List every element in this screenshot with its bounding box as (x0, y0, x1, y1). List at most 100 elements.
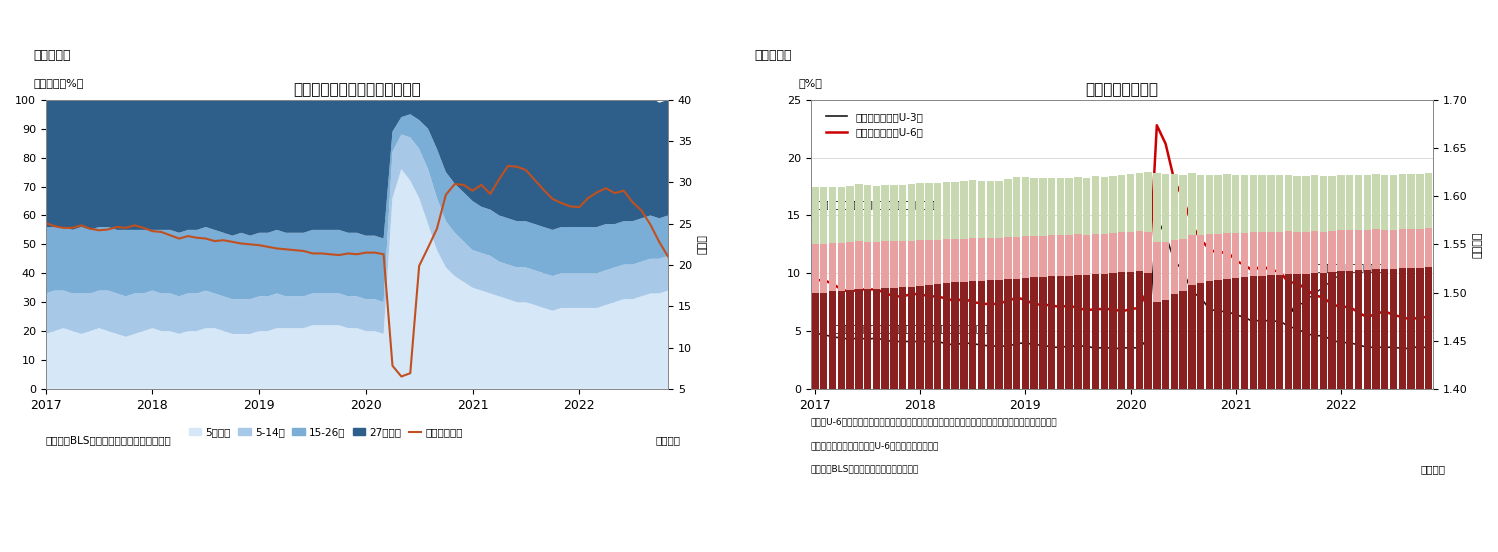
Bar (1276, 232, 1284, 275)
Bar (1276, 275, 1284, 552)
Bar (1101, 177, 1109, 233)
Text: （月次）: （月次） (656, 435, 680, 445)
Bar (1022, 236, 1029, 278)
Bar (987, 237, 995, 280)
Bar (1347, 272, 1353, 552)
Bar (855, 241, 863, 289)
Bar (855, 289, 863, 552)
Bar (1179, 290, 1186, 552)
Bar (864, 242, 872, 289)
Bar (1399, 229, 1407, 268)
Bar (1320, 232, 1327, 273)
Bar (1240, 277, 1248, 552)
Bar (1126, 232, 1134, 272)
Bar (1049, 235, 1056, 276)
Bar (1425, 268, 1432, 552)
Bar (1390, 230, 1398, 269)
Bar (1311, 273, 1318, 552)
Bar (1135, 272, 1143, 552)
Bar (890, 184, 897, 241)
Text: 経済的理由によるパートタイマー（右軸）: 経済的理由によるパートタイマー（右軸） (816, 199, 936, 209)
Bar (942, 238, 950, 283)
Bar (1390, 175, 1398, 230)
Bar (837, 187, 845, 243)
Bar (908, 241, 915, 286)
Bar (1249, 175, 1257, 232)
Bar (1135, 173, 1143, 231)
Bar (812, 245, 819, 293)
Bar (864, 184, 872, 242)
Bar (1101, 233, 1109, 274)
Bar (1031, 236, 1038, 277)
Bar (1004, 179, 1011, 237)
Bar (837, 243, 845, 290)
Bar (995, 181, 1002, 237)
Bar (1206, 281, 1213, 552)
Bar (926, 183, 933, 241)
Bar (1110, 176, 1116, 233)
Bar (1231, 175, 1239, 233)
Bar (1188, 173, 1195, 235)
Bar (960, 282, 968, 552)
Bar (1049, 276, 1056, 552)
Bar (1224, 279, 1231, 552)
Bar (942, 283, 950, 552)
Bar (1040, 277, 1047, 552)
Bar (899, 184, 906, 241)
Bar (1092, 233, 1100, 274)
Bar (960, 181, 968, 238)
Title: 広義失業率の推移: 広義失業率の推移 (1085, 82, 1158, 97)
Bar (1013, 279, 1020, 552)
Title: 失業期間の分布と平均失業期間: 失業期間の分布と平均失業期間 (294, 82, 421, 97)
Bar (1390, 269, 1398, 552)
Bar (1162, 242, 1170, 300)
Bar (1363, 230, 1371, 270)
Bar (1425, 173, 1432, 228)
Bar (855, 184, 863, 241)
Bar (1354, 230, 1362, 270)
Bar (1197, 235, 1204, 283)
Text: （資料）BLSよりニッセイ基礎研究所作成: （資料）BLSよりニッセイ基礎研究所作成 (810, 464, 918, 473)
Bar (1416, 229, 1423, 268)
Bar (1267, 175, 1275, 232)
Bar (917, 183, 924, 241)
Text: 周辺労働力人口（右軸）: 周辺労働力人口（右軸） (1291, 263, 1383, 311)
Bar (873, 185, 879, 242)
Bar (933, 183, 941, 240)
Bar (1372, 269, 1380, 552)
Bar (828, 187, 836, 243)
Bar (1162, 174, 1170, 242)
Bar (1144, 273, 1152, 552)
Bar (1004, 237, 1011, 279)
Bar (1425, 228, 1432, 268)
Bar (881, 184, 888, 241)
Bar (1004, 279, 1011, 552)
Bar (1215, 280, 1222, 552)
Bar (1040, 236, 1047, 277)
Bar (1083, 235, 1091, 275)
Bar (1022, 278, 1029, 552)
Bar (1381, 175, 1389, 230)
Bar (1347, 175, 1353, 230)
Bar (1338, 175, 1345, 230)
Bar (1363, 175, 1371, 230)
Bar (837, 290, 845, 552)
Bar (1399, 174, 1407, 229)
Bar (812, 293, 819, 552)
Bar (828, 290, 836, 552)
Bar (1056, 235, 1064, 276)
Bar (1285, 231, 1293, 274)
Bar (1170, 174, 1177, 240)
Bar (1293, 176, 1300, 232)
Bar (987, 181, 995, 237)
Bar (1407, 229, 1414, 268)
Bar (1215, 175, 1222, 233)
Text: （注）U-6＝（失業者＋周辺労働力＋経済的理由によるパートタイマー）／（労働力＋周辺労働力）: （注）U-6＝（失業者＋周辺労働力＋経済的理由によるパートタイマー）／（労働力＋… (810, 418, 1058, 427)
Bar (1126, 174, 1134, 232)
Bar (978, 181, 986, 237)
Bar (1092, 274, 1100, 552)
Text: （資料）BLSよりニッセイ基礎研究所作成: （資料）BLSよりニッセイ基礎研究所作成 (46, 435, 171, 445)
Bar (917, 241, 924, 286)
Bar (1118, 232, 1125, 272)
Bar (1170, 240, 1177, 294)
